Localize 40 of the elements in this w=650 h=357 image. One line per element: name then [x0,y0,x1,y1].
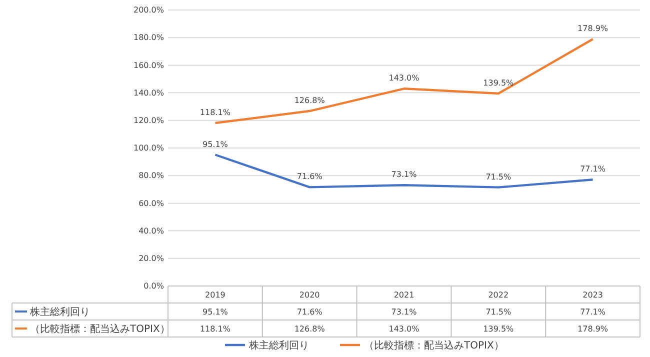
text: （比較指標：配当込みTOPIX） [364,340,504,352]
y-tick-label: 180.0% [133,33,164,42]
y-tick-label: 160.0% [133,60,164,70]
text: 73.1% [391,170,417,180]
x-tick-label: 2019 [205,290,226,300]
text: 77.1% [580,164,606,174]
y-tick-label: 200.0% [133,6,164,15]
y-tick-label: 40.0% [138,226,164,236]
data-label: 73.1% [391,307,418,316]
text: 株主総利回り [30,307,90,318]
text: 71.5% [486,172,512,182]
y-tick-label: 140.0% [133,88,164,98]
data-label: 77.1% [580,307,606,316]
y-tick-label: 60.0% [138,198,164,208]
data-label: 71.5% [486,307,512,316]
text: 118.1% [200,108,230,118]
x-tick-label: 2020 [299,290,320,300]
y-tick-label: 0.0% [144,282,164,291]
data-label: 178.9% [578,324,608,334]
data-label: 95.1% [202,307,228,316]
y-tick-label: 20.0% [138,254,164,263]
text: 139.5% [483,78,514,88]
data-label: 118.1% [200,324,231,334]
text: 71.6% [296,172,322,182]
legend-label: （比較指標：配当込みTOPIX） [30,323,170,335]
x-tick-label: 2021 [394,290,414,300]
legend-label: 株主総利回り [248,340,309,352]
text: 95.1% [202,140,228,149]
text: 126.8% [294,96,325,106]
x-tick-label: 2022 [488,290,509,300]
data-label: 71.6% [296,307,323,316]
data-label: 126.8% [294,324,326,334]
x-tick-label: 2023 [582,290,603,300]
data-label: 139.5% [483,324,514,334]
y-tick-label: 120.0% [133,116,164,125]
text: 178.9% [578,24,608,34]
text: 143.0% [388,74,420,83]
y-tick-label: 100.0% [133,144,164,153]
data-label: 143.0% [388,324,420,334]
y-tick-label: 80.0% [138,171,164,180]
